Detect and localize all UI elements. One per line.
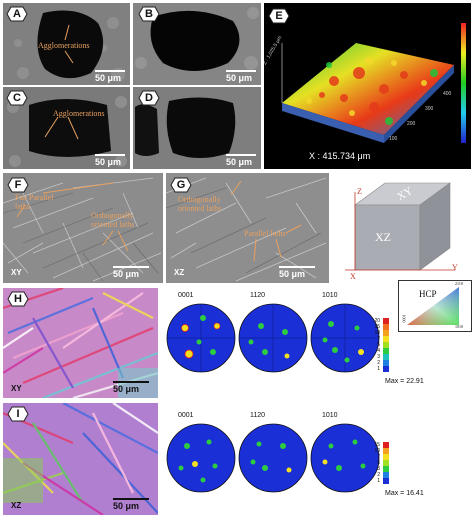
cube-axis-z: Z <box>357 187 362 196</box>
hcp-corner-2110: 2110 <box>455 281 463 286</box>
ebsd-map-h: H XY 50 μm <box>3 288 158 398</box>
cube-axis-y: Y <box>452 263 458 272</box>
cube-axis-x: X <box>350 272 356 281</box>
pf2-header-1120: 1120 <box>250 412 266 419</box>
fan-parallel-laths-label: Fan Parallel laths <box>15 193 54 211</box>
axis-tick-100: 100 <box>389 136 398 142</box>
orthogonal-laths-label-f: Orthogonally oriented laths <box>91 211 135 229</box>
plane-label-f: XY <box>11 268 22 277</box>
ebsd-image-h <box>3 288 158 398</box>
sem-panel-d: D 50 μm <box>133 87 261 169</box>
arrows-g <box>230 180 302 262</box>
orientation-cube: XY XZ Z X Y <box>335 180 471 285</box>
cube-drawing <box>345 182 455 271</box>
ebsd-image-i <box>3 403 158 515</box>
agglomerations-label-c: Agglomerations <box>53 109 105 118</box>
surface-3d-plot <box>281 23 466 143</box>
agglomerations-label-a: Agglomerations <box>38 41 90 50</box>
pole-figure-0001-xz <box>166 423 236 493</box>
hcp-corner-0001: 0001 <box>401 314 407 323</box>
orthogonal-laths-label-g: Orthogonally oriented laths <box>178 195 222 213</box>
scale-bar-b: 50 μm <box>226 70 256 83</box>
scale-bar-h: 50 μm <box>113 381 149 394</box>
pf2-header-1010: 1010 <box>322 412 338 419</box>
axis-tick-400: 400 <box>443 91 452 97</box>
pf1-header-1120: 1120 <box>250 292 266 299</box>
pole-figure-0001-xy <box>166 303 236 373</box>
panel-tag-h: H <box>7 291 29 307</box>
pole-figures-row-1 <box>166 303 380 373</box>
panel-tag-g: G <box>170 177 192 193</box>
pole-figures-row-2 <box>166 423 380 493</box>
sem-panel-c: C Agglomerations 50 μm <box>3 87 130 169</box>
sem-panel-a: A Agglomerations 50 μm <box>3 3 130 85</box>
max-label-row-1: Max = 22.91 <box>385 378 424 385</box>
sem-image-a <box>3 3 130 85</box>
panel-tag-a: A <box>6 6 28 22</box>
panel-tag-i: I <box>7 406 29 422</box>
color-bar-row-2 <box>383 442 389 484</box>
parallel-laths-label: Parallel laths <box>244 229 286 238</box>
scale-bar-g: 50 μm <box>279 266 315 279</box>
panel-tag-e: E <box>268 8 290 24</box>
x-readout: X : 415.734 μm <box>309 151 371 161</box>
sem-panel-g: G Orthogonally oriented laths Parallel l… <box>166 173 329 283</box>
plane-label-g: XZ <box>174 268 185 277</box>
scale-bar-c: 50 μm <box>95 154 125 167</box>
panel-tag-f: F <box>7 177 29 193</box>
arrows-f <box>16 182 129 252</box>
lath-texture-g <box>166 173 329 283</box>
plane-label-h: XY <box>11 384 22 393</box>
scale-bar-i: 50 μm <box>113 498 149 511</box>
pole-figure-1010-xy <box>310 303 380 373</box>
scale-bar-d: 50 μm <box>226 154 256 167</box>
max-label-row-2: Max = 16.41 <box>385 490 424 497</box>
panel-tag-b: B <box>138 6 160 22</box>
hcp-ipf-legend: HCP 0001 2110 1010 <box>398 280 472 332</box>
panel-tag-d: D <box>138 90 160 106</box>
arrows-c <box>44 116 79 140</box>
arrows-a <box>64 24 74 64</box>
plane-label-i: XZ <box>11 501 22 510</box>
surface-profile-panel-e: E Z : 1,025.5 μm X : 415.734 μm 100 200 … <box>264 3 471 169</box>
panel-tag-c: C <box>6 90 28 106</box>
pf1-header-1010: 1010 <box>322 292 338 299</box>
pole-figure-1120-xz <box>238 423 308 493</box>
pole-figure-1120-xy <box>238 303 308 373</box>
hcp-corner-1010: 1010 <box>455 324 463 329</box>
hcp-triangle <box>407 287 459 325</box>
axis-tick-200: 200 <box>407 121 416 127</box>
sem-panel-b: B 50 μm <box>133 3 261 85</box>
scale-bar-f: 50 μm <box>113 266 149 279</box>
pole-figure-1010-xz <box>310 423 380 493</box>
pf2-header-0001: 0001 <box>178 412 194 419</box>
color-bar-row-1 <box>383 318 389 372</box>
cube-front-label: XZ <box>375 230 391 244</box>
axis-tick-300: 300 <box>425 106 434 112</box>
ebsd-map-i: I XZ 50 μm <box>3 403 158 515</box>
hcp-title: HCP <box>419 289 437 299</box>
pf1-header-0001: 0001 <box>178 292 194 299</box>
scale-bar-a: 50 μm <box>95 70 125 83</box>
sem-panel-f: F Fan Parallel laths Orthogonally orient… <box>3 173 163 283</box>
